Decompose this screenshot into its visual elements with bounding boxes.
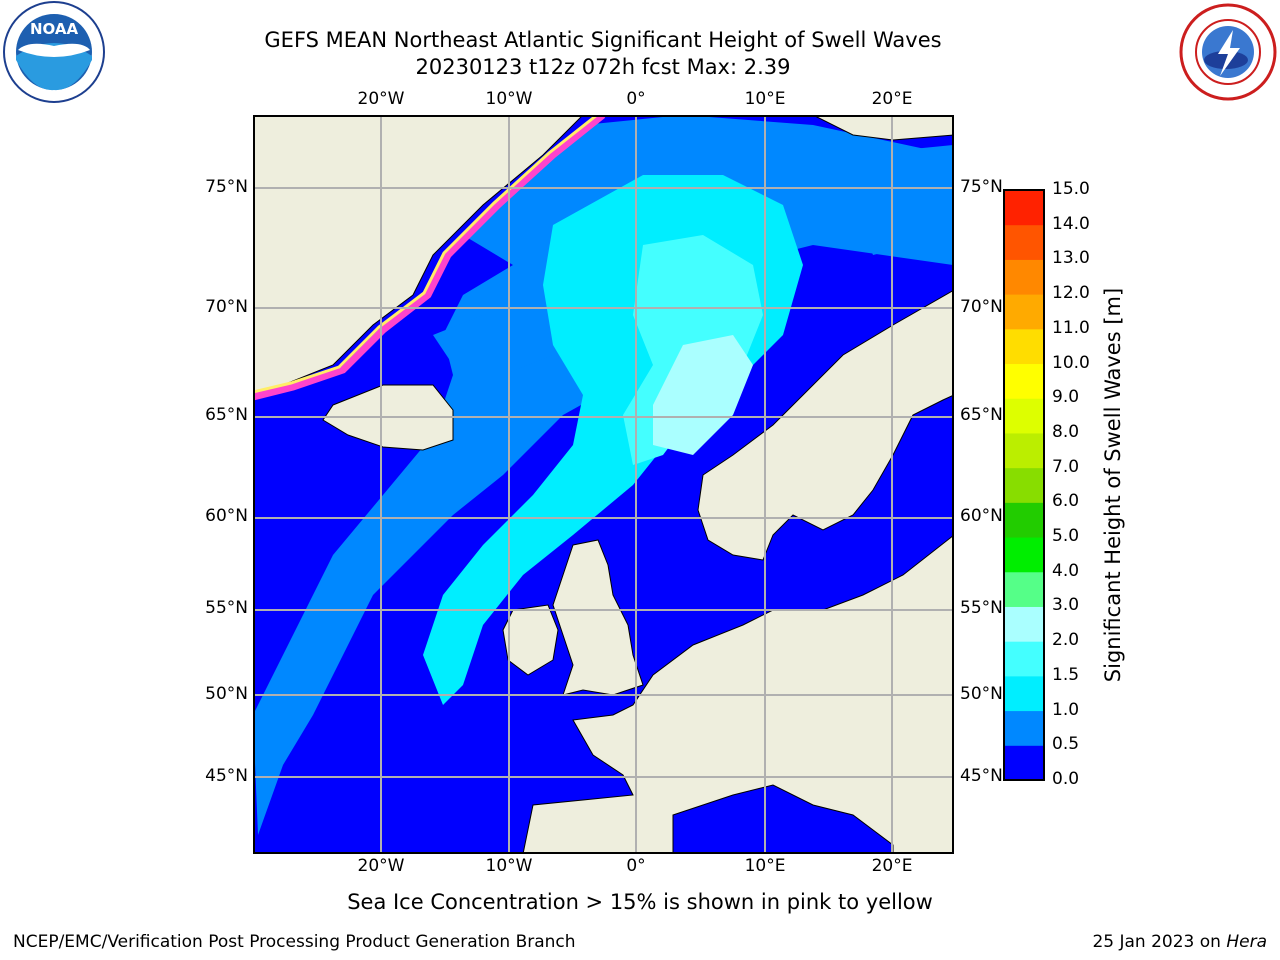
lon-label-bottom-20w: 20°W bbox=[357, 856, 405, 876]
swell-band-0-5-far-north bbox=[853, 145, 953, 255]
colorbar-tick-label: 8.0 bbox=[1052, 421, 1080, 442]
chart-title: GEFS MEAN Northeast Atlantic Significant… bbox=[264, 28, 942, 52]
lat-label-left-60n: 60°N bbox=[205, 506, 248, 526]
svg-text:NOAA: NOAA bbox=[30, 20, 79, 38]
colorbar-tick-label: 14.0 bbox=[1052, 213, 1090, 234]
colorbar-tick-label: 15.0 bbox=[1052, 179, 1090, 199]
colorbar-tick-label: 1.0 bbox=[1052, 699, 1080, 720]
date-text: 25 Jan 2023 on bbox=[1092, 932, 1227, 952]
lon-label-top-20w: 20°W bbox=[357, 89, 405, 109]
colorbar-band bbox=[1004, 190, 1044, 226]
lat-label-left-50n: 50°N bbox=[205, 684, 248, 704]
map-frame bbox=[253, 115, 954, 854]
lon-label-bottom-20e: 20°E bbox=[871, 856, 913, 876]
colorbar-tick-label: 0.5 bbox=[1052, 734, 1080, 755]
colorbar-band bbox=[1004, 571, 1044, 607]
lat-label-right-55n: 55°N bbox=[960, 598, 1003, 618]
lat-label-right-60n: 60°N bbox=[960, 506, 1003, 526]
sea-ice-note: Sea Ice Concentration > 15% is shown in … bbox=[347, 890, 933, 914]
lon-label-top-10e: 10°E bbox=[744, 89, 786, 109]
colorbar-band bbox=[1004, 398, 1044, 434]
colorbar-band bbox=[1004, 502, 1044, 538]
colorbar-band bbox=[1004, 641, 1044, 677]
colorbar-tick-label: 9.0 bbox=[1052, 387, 1080, 408]
lat-label-left-45n: 45°N bbox=[205, 766, 248, 786]
lon-label-bottom-10w: 10°W bbox=[485, 856, 533, 876]
lon-label-bottom-0: 0° bbox=[626, 856, 646, 876]
lon-label-top-0: 0° bbox=[626, 89, 646, 109]
sea-ice-edge bbox=[253, 115, 606, 401]
swell-band-0-5-north bbox=[433, 315, 553, 375]
colorbar-tick-label: 12.0 bbox=[1052, 283, 1090, 304]
lat-label-left-70n: 70°N bbox=[205, 297, 248, 317]
colorbar-band bbox=[1004, 710, 1044, 746]
colorbar-tick-label: 2.0 bbox=[1052, 630, 1080, 651]
colorbar-band bbox=[1004, 745, 1044, 781]
lon-label-top-20e: 20°E bbox=[871, 89, 913, 109]
colorbar-band bbox=[1004, 606, 1044, 642]
colorbar-band bbox=[1004, 467, 1044, 503]
swell-band-2-0 bbox=[653, 335, 753, 455]
colorbar-tick-label: 6.0 bbox=[1052, 491, 1080, 512]
lon-label-top-10w: 10°W bbox=[485, 89, 533, 109]
colorbar-tick-label: 5.0 bbox=[1052, 526, 1080, 547]
lat-label-right-65n: 65°N bbox=[960, 405, 1003, 425]
colorbar-tick-label: 3.0 bbox=[1052, 595, 1080, 616]
colorbar-band bbox=[1004, 432, 1044, 469]
lat-label-left-55n: 55°N bbox=[205, 598, 248, 618]
colorbar-band bbox=[1004, 259, 1044, 295]
colorbar-band bbox=[1004, 675, 1044, 712]
colorbar-tick-label: 0.0 bbox=[1052, 769, 1080, 789]
sea-ice-fringe bbox=[253, 115, 598, 394]
lon-label-bottom-10e: 10°E bbox=[744, 856, 786, 876]
graticule bbox=[253, 115, 954, 854]
colorbar bbox=[1003, 189, 1045, 781]
colorbar-title: Significant Height of Swell Waves [m] bbox=[1101, 287, 1125, 683]
lat-label-right-50n: 50°N bbox=[960, 684, 1003, 704]
lat-label-left-75n: 75°N bbox=[205, 177, 248, 197]
date-line: 25 Jan 2023 on Hera bbox=[1092, 932, 1267, 952]
credit-line: NCEP/EMC/Verification Post Processing Pr… bbox=[13, 932, 576, 952]
swell-height-map bbox=[253, 115, 954, 854]
sea-mediterranean bbox=[672, 784, 894, 854]
lat-label-right-75n: 75°N bbox=[960, 177, 1003, 197]
colorbar-band bbox=[1004, 328, 1044, 365]
colorbar-tick-label: 13.0 bbox=[1052, 248, 1090, 269]
colorbar-band bbox=[1004, 294, 1044, 330]
colorbar-band bbox=[1004, 363, 1044, 399]
colorbar-tick-label: 4.0 bbox=[1052, 560, 1080, 581]
colorbar-band bbox=[1004, 537, 1044, 573]
colorbar-tick-label: 11.0 bbox=[1052, 317, 1090, 338]
colorbar-tick-label: 10.0 bbox=[1052, 352, 1090, 373]
chart-subtitle: 20230123 t12z 072h fcst Max: 2.39 bbox=[415, 55, 791, 79]
lat-label-left-65n: 65°N bbox=[205, 405, 248, 425]
noaa-logo: NOAA bbox=[3, 1, 105, 103]
lat-label-right-70n: 70°N bbox=[960, 297, 1003, 317]
colorbar-tick-label: 1.5 bbox=[1052, 664, 1080, 685]
colorbar-band bbox=[1004, 224, 1044, 260]
land-scandinavia bbox=[697, 289, 954, 561]
lat-label-right-45n: 45°N bbox=[960, 766, 1003, 786]
machine-name: Hera bbox=[1226, 932, 1267, 952]
land-svalbard bbox=[812, 115, 954, 141]
colorbar-tick-label: 7.0 bbox=[1052, 456, 1080, 477]
nws-logo bbox=[1179, 3, 1277, 101]
